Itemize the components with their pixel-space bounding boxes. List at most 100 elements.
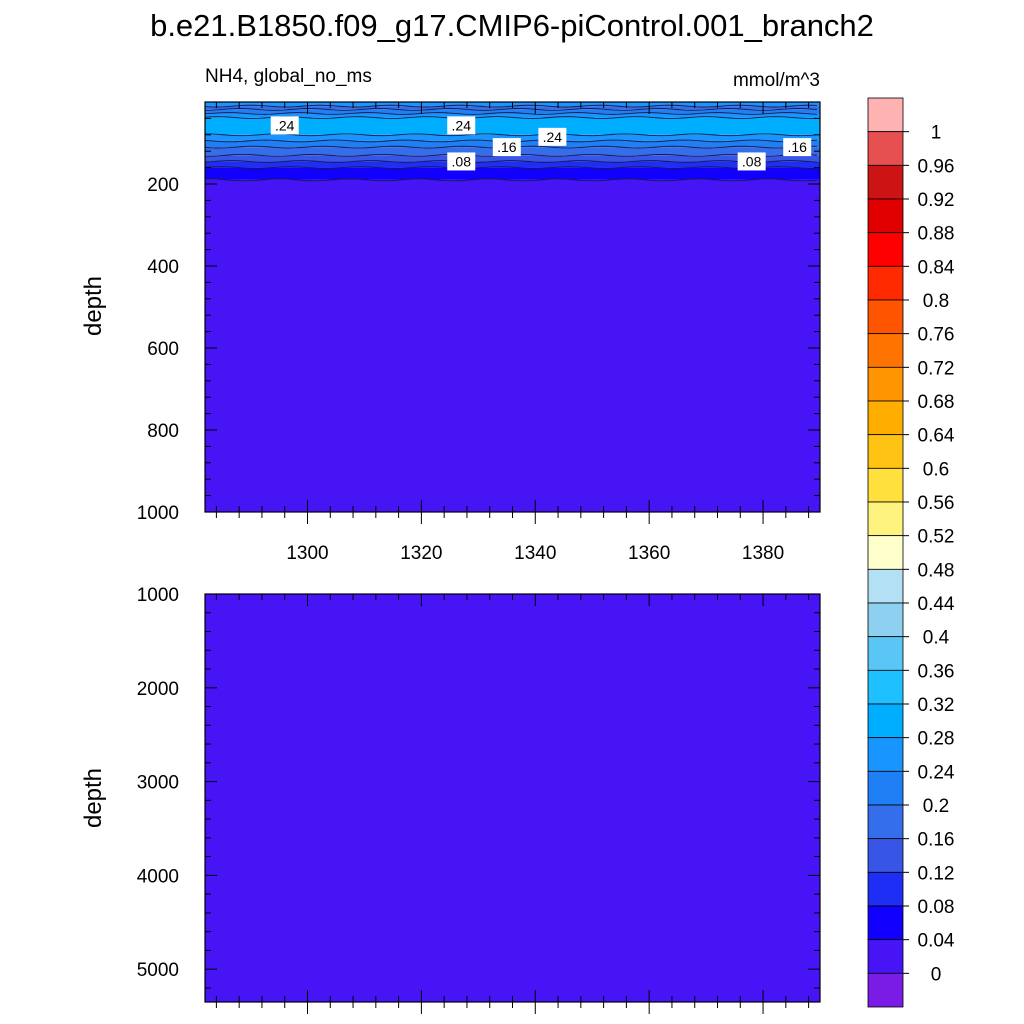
colorbar-swatch [867,939,904,974]
bottom-ytick-label: 1000 [137,585,179,606]
top-band-10 [205,167,820,180]
colorbar-swatch [867,838,904,873]
top-band-8 [205,155,820,162]
top-contour-label: .24 [447,116,476,135]
contour-label-box [270,116,299,135]
contour-label-text: .16 [787,139,807,155]
top-ytick-label: 1000 [137,503,179,524]
colorbar-swatch [867,265,904,301]
contour-label-box [538,127,567,146]
colorbar-swatch [867,905,904,941]
colorbar-swatch [867,535,904,570]
colorbar-label: 0.8 [923,291,949,312]
colorbar-label: 1 [931,123,942,144]
colorbar-swatch [867,299,904,335]
colorbar-label: 0.44 [918,594,955,615]
colorbar-swatch [867,972,904,1008]
colorbar-label: 0.56 [918,493,955,514]
colorbar-swatch [867,434,904,469]
figure-title: b.e21.B1850.f09_g17.CMIP6-piControl.001_… [150,8,874,43]
colorbar-swatch [867,737,904,772]
contour-label-box [447,116,476,135]
units-label: mmol/m^3 [733,70,820,91]
top-ytick-label: 600 [147,339,179,360]
top-contour-label: .16 [783,138,812,157]
top-contour-fill [204,102,820,512]
contour-label-box [447,152,476,171]
colorbar-label: 0.64 [918,426,955,447]
colorbar-label: 0.04 [918,931,955,952]
colorbar-swatch [867,703,904,739]
bottom-ytick-label: 4000 [137,866,179,887]
top-xtick-label: 1360 [628,543,670,564]
colorbar-label: 0.24 [918,762,955,783]
top-band-11 [205,179,820,512]
top-ytick-label: 800 [147,421,179,442]
top-contour-line-9 [204,160,818,163]
top-ytick-label: 200 [147,175,179,196]
colorbar-label: 0.76 [918,325,955,346]
colorbar-label: 0.4 [923,628,950,649]
top-contour-labels: .24 .24 .24 .16 .16 .08 .08 [270,116,812,171]
colorbar-swatch [867,198,904,234]
top-band-2 [205,109,820,114]
bottom-ytick-label: 3000 [137,773,179,794]
colorbar-label: 0 [931,964,942,985]
colorbar-label: 0.96 [918,156,955,177]
top-contour-line-2 [204,108,818,111]
colorbar-swatch [867,568,904,604]
top-xtick-label: 1380 [742,543,784,564]
colorbar-swatch [867,97,904,133]
bottom-ytick-label: 2000 [137,679,179,700]
bottom-ytick-label: 5000 [137,960,179,981]
colorbar-label: 0.6 [923,459,949,480]
top-contour-label: .08 [737,152,766,171]
top-panel: NH4, global_no_ms mmol/m^3 depth 200 400 6… [80,66,821,564]
colorbar-swatch [867,366,904,402]
bottom-contour-fill [205,594,820,1002]
colorbar-swatch [867,467,904,503]
top-y-axis-label: depth [80,276,107,336]
variable-label: NH4, global_no_ms [205,66,372,87]
colorbar-label: 0.32 [918,695,955,716]
top-band-3 [205,113,820,118]
colorbar-swatch [867,871,904,907]
colorbar: 1 0.96 0.92 0.88 0.84 0.8 0.76 0.72 0.68 0.64 0.6 0… [867,97,955,1008]
top-contour-line-1 [204,104,818,108]
colorbar-swatch [867,636,904,671]
colorbar-swatch [867,770,904,806]
colorbar-label: 0.36 [918,661,955,682]
top-xtick-label: 1320 [400,543,442,564]
colorbar-label: 0.12 [918,863,955,884]
colorbar-label: 0.72 [918,358,955,379]
bottom-axes: 1000 2000 3000 4000 5000 [137,585,821,1014]
top-band-5 [205,134,820,141]
colorbar-label: 0.52 [918,527,955,548]
contour-label-text: .24 [543,129,563,145]
colorbar-label: 0.16 [918,830,955,851]
bottom-y-axis-label: depth [80,768,107,828]
colorbar-label: 0.48 [918,560,955,581]
colorbar-swatch [867,602,904,638]
top-contour-label: .16 [492,138,521,157]
contour-label-text: .16 [497,139,517,155]
colorbar-swatch [867,232,904,267]
top-axes: 200 400 600 800 1000 1300 1320 1340 1360 1380 [137,101,821,564]
colorbar-swatch [867,131,904,166]
contour-label-text: .24 [275,117,295,133]
top-band-4 [205,117,820,135]
top-contour-line-5 [204,133,818,137]
bottom-panel: depth 1000 2000 3000 4000 5000 [80,585,821,1014]
contour-label-text: .24 [452,117,472,133]
top-contour-label: .08 [447,152,476,171]
top-xtick-label: 1300 [286,543,328,564]
top-band-9 [205,161,820,168]
colorbar-label: 0.88 [918,224,955,245]
colorbar-label: 0.68 [918,392,955,413]
colorbar-label: 0.2 [923,796,949,817]
top-ytick-label: 400 [147,257,179,278]
top-contour-label: .24 [270,116,299,135]
colorbar-swatch [867,501,904,537]
colorbar-swatch [867,400,904,436]
